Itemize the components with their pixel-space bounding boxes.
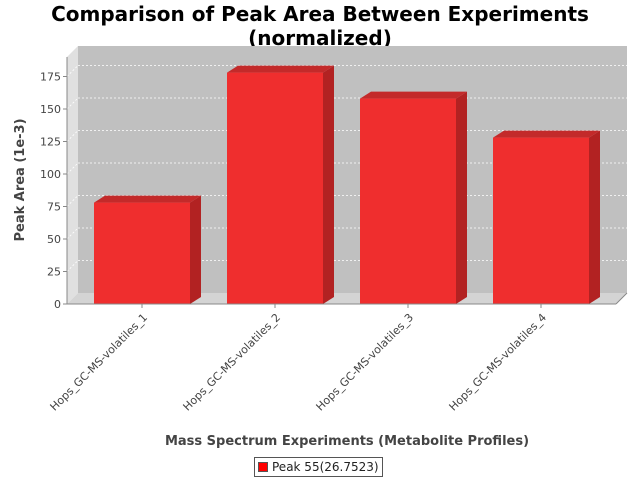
x-axis-title: Mass Spectrum Experiments (Metabolite Pr… (165, 434, 529, 449)
bar-group (493, 130, 600, 304)
y-tick-label: 175 (40, 71, 61, 84)
y-axis-title: Peak Area (1e-3) (13, 118, 28, 241)
chart-title-line-1: Comparison of Peak Area Between Experime… (51, 2, 589, 26)
bar-top (360, 91, 467, 99)
chart-title: Comparison of Peak Area Between Experime… (0, 2, 640, 50)
x-tick-label: Hops_GC-MS-volatiles_4 (447, 311, 550, 414)
y-tick-label: 75 (47, 201, 61, 214)
floor-edge (615, 292, 628, 305)
plot-floor (67, 293, 627, 304)
bar-top (493, 130, 600, 138)
y-tick-label: 100 (40, 168, 61, 181)
grid-line-side (66, 195, 79, 207)
bar-side (190, 195, 201, 304)
bar-top (227, 65, 334, 73)
bar-side (589, 130, 600, 304)
grid-line-side (66, 162, 79, 175)
grid-line-side (66, 65, 79, 77)
bar (493, 137, 589, 304)
bars (94, 65, 600, 304)
bar (360, 98, 456, 304)
plot-left-wall (67, 46, 78, 304)
legend: Peak 55(26.7523) (254, 457, 383, 477)
grid-line-side (66, 227, 79, 240)
bar-side (323, 65, 334, 304)
y-tick-label: 125 (40, 136, 61, 149)
bar-side (456, 91, 467, 304)
x-tick-label: Hops_GC-MS-volatiles_2 (181, 311, 284, 414)
legend-label: Peak 55(26.7523) (272, 460, 379, 474)
grid-line-side (66, 97, 79, 110)
x-tick-label: Hops_GC-MS-volatiles_1 (48, 311, 151, 414)
y-tick-label: 50 (47, 233, 61, 246)
grid-line-side (66, 130, 79, 142)
x-tick-label: Hops_GC-MS-volatiles_3 (314, 311, 417, 414)
y-tick-label: 150 (40, 103, 61, 116)
bar (227, 72, 323, 304)
grid-line-side (66, 260, 79, 272)
bar-group (94, 195, 201, 304)
bar (94, 202, 190, 304)
y-tick-label: 0 (54, 298, 61, 311)
bar-group (227, 65, 334, 304)
bar-group (360, 91, 467, 304)
legend-swatch (258, 462, 268, 472)
bar-top (94, 195, 201, 203)
y-tick-label: 25 (47, 266, 61, 279)
